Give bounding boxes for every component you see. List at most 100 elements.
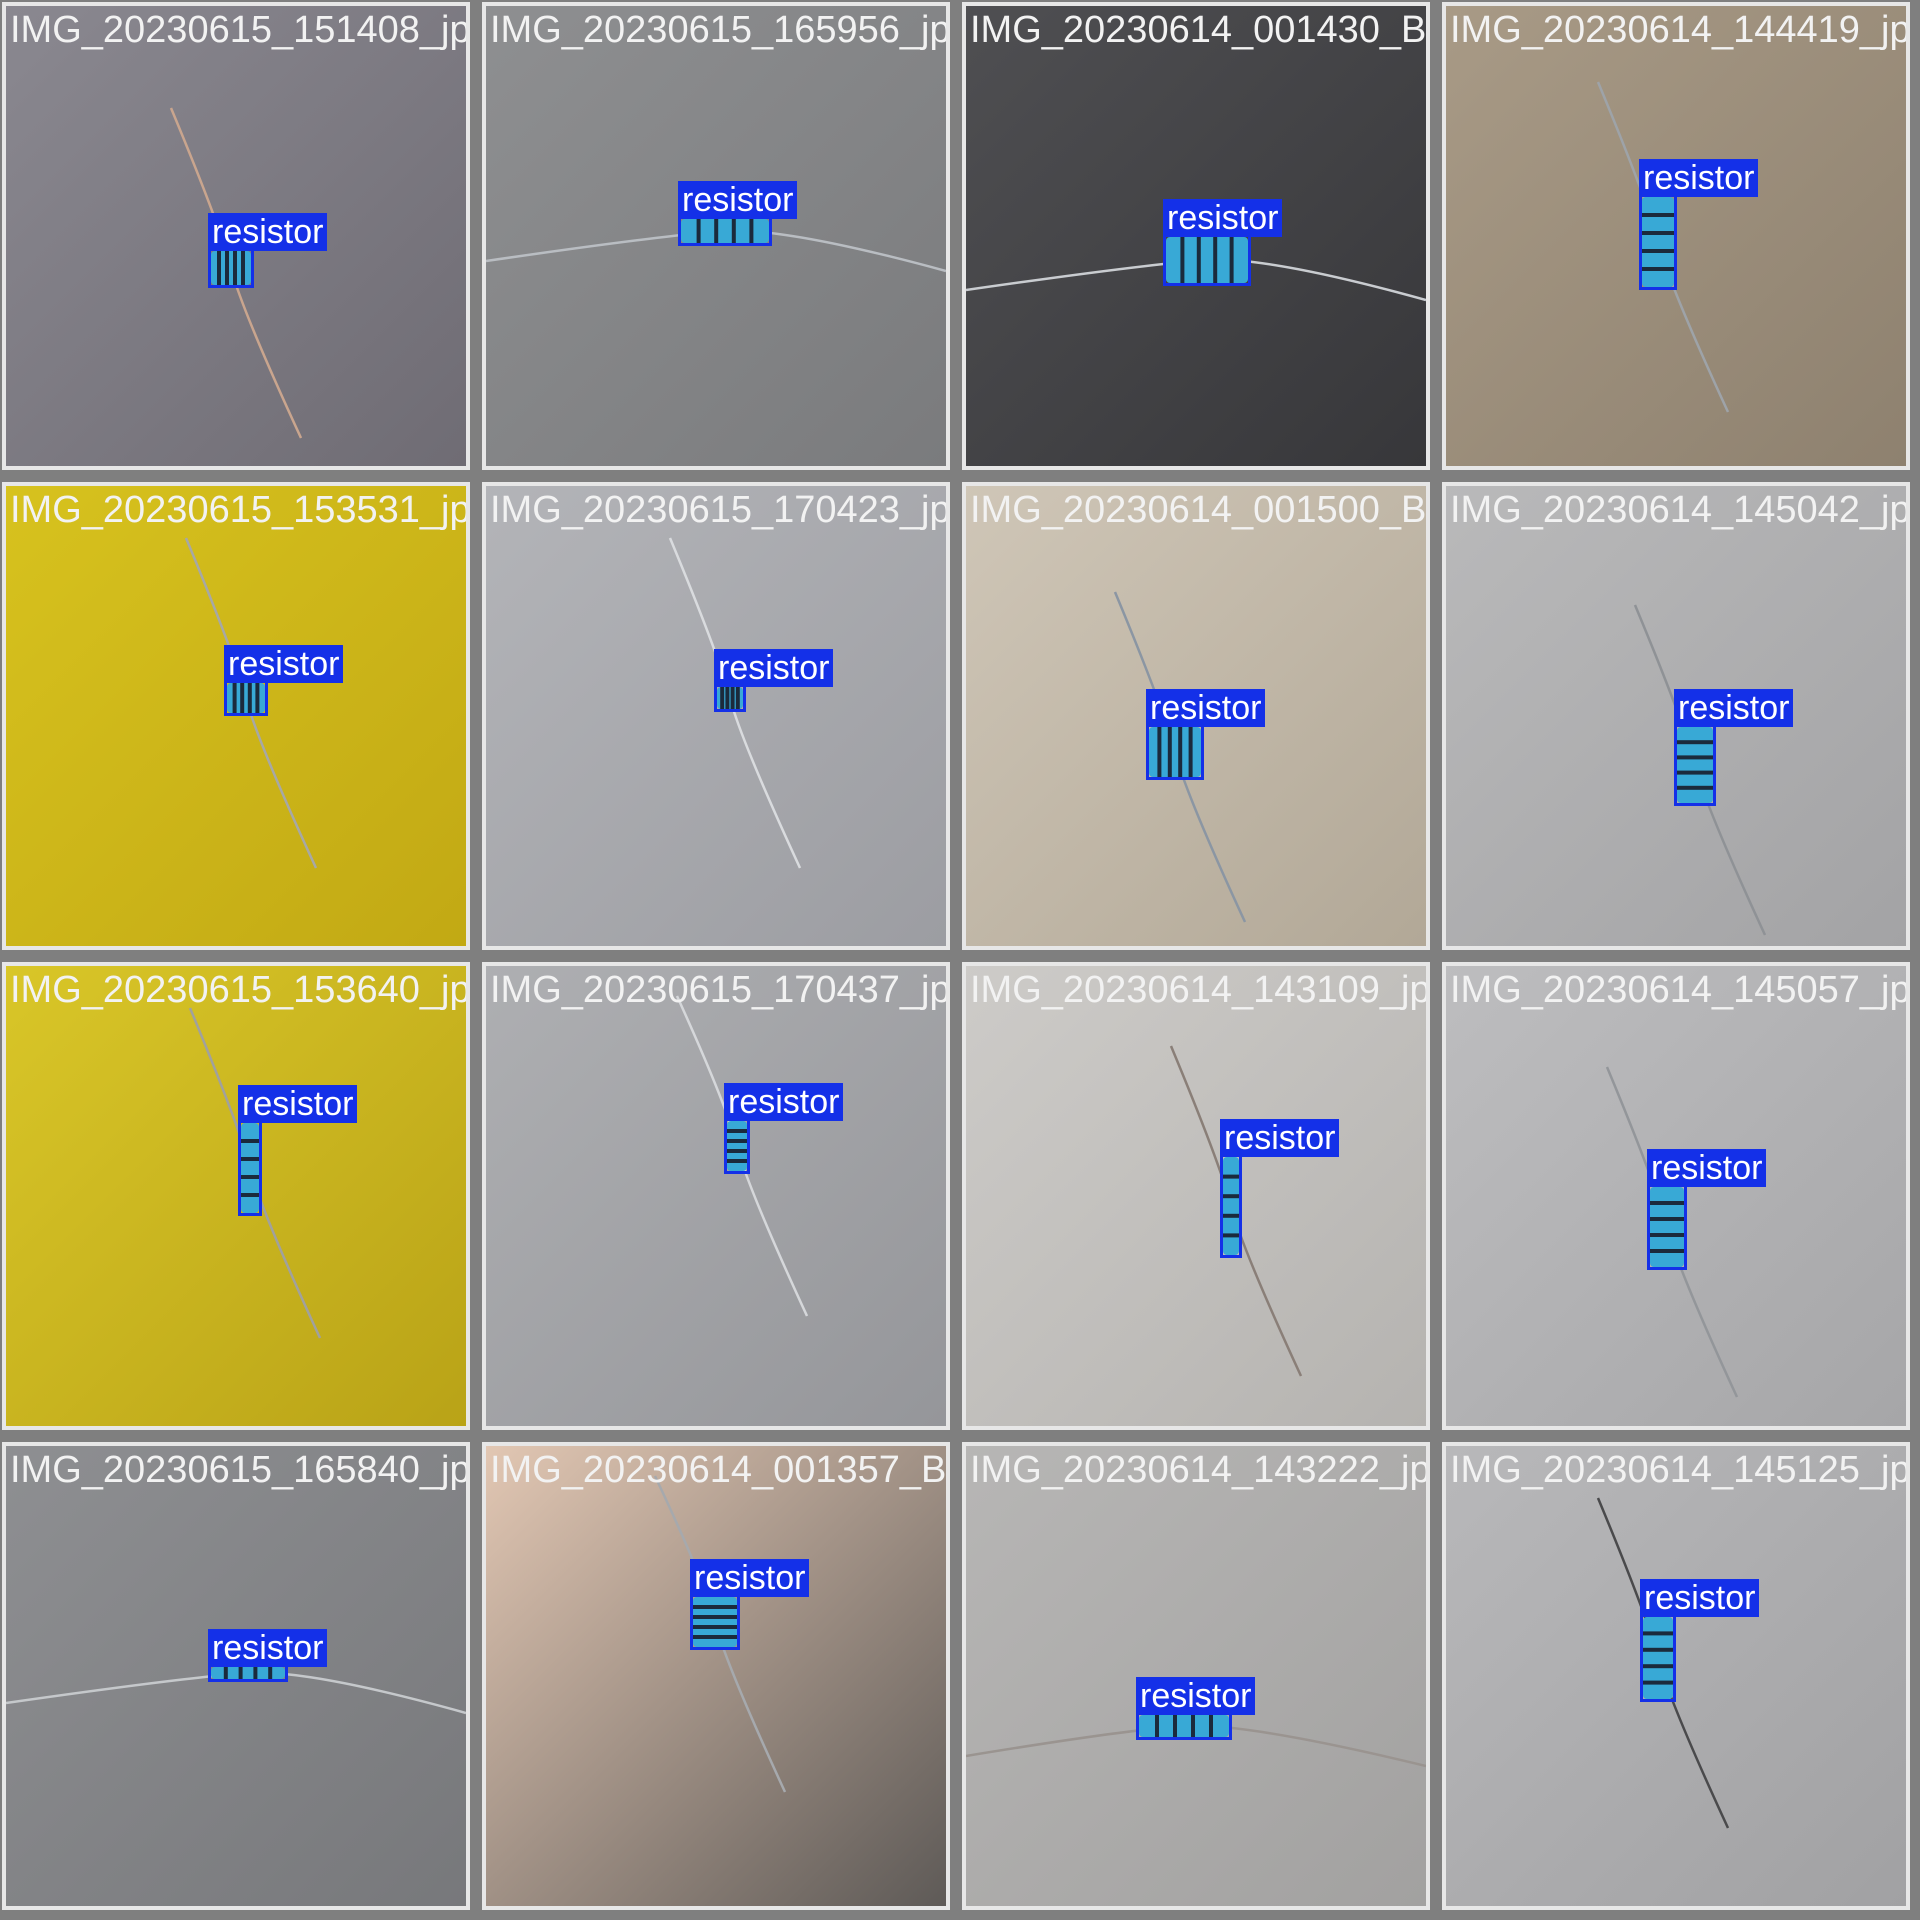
- detection-label: resistor: [238, 1085, 358, 1123]
- resistor-color-band: [696, 219, 701, 243]
- resistor-body: [1139, 1715, 1229, 1737]
- resistor-body: [211, 1667, 285, 1679]
- resistor-color-band: [1223, 1174, 1239, 1179]
- detection-box: resistor: [724, 1083, 844, 1174]
- resistor-color-band: [1157, 727, 1162, 777]
- resistor-color-band: [1643, 1664, 1673, 1669]
- mosaic-tile: IMG_20230614_145057_jpg resistor: [1442, 962, 1910, 1430]
- resistor-color-band: [1229, 237, 1234, 283]
- resistor-color-band: [1178, 727, 1183, 777]
- resistor-color-band: [241, 1175, 259, 1179]
- photo-background: [486, 486, 946, 946]
- mosaic-tile: IMG_20230614_145125_jpg resistor: [1442, 1442, 1910, 1910]
- photo-background: [6, 1446, 466, 1906]
- detection-label: resistor: [1639, 159, 1759, 197]
- resistor-color-band: [241, 251, 245, 285]
- resistor-color-band: [247, 683, 252, 713]
- mosaic-tile: IMG_20230614_143222_jpg resistor: [962, 1442, 1430, 1910]
- resistor-color-band: [693, 1605, 737, 1609]
- resistor-color-band: [1677, 770, 1713, 775]
- mosaic-tile: IMG_20230615_153640_jpg resistor: [2, 962, 470, 1430]
- resistor-body: [1149, 727, 1201, 777]
- detection-label: resistor: [690, 1559, 810, 1597]
- resistor-color-band: [735, 687, 740, 709]
- resistor-color-band: [693, 1615, 737, 1619]
- resistor-body: [1650, 1187, 1684, 1267]
- resistor-color-band: [1213, 237, 1218, 283]
- resistor-color-band: [1191, 1715, 1195, 1737]
- resistor-color-band: [255, 683, 260, 713]
- detection-box: resistor: [1674, 689, 1794, 806]
- detection-box: resistor: [1146, 689, 1266, 780]
- detection-label: resistor: [724, 1083, 844, 1121]
- resistor-color-band: [253, 1667, 258, 1679]
- mosaic-tile: IMG_20230614_001430_Burstresistor: [962, 2, 1430, 470]
- detection-box: resistor: [1639, 159, 1759, 290]
- mosaic-tile: IMG_20230615_153531_jpg resistor: [2, 482, 470, 950]
- resistor-body: [1223, 1157, 1239, 1255]
- detection-label: resistor: [1136, 1677, 1256, 1715]
- resistor-color-band: [727, 1139, 747, 1143]
- resistor-color-band: [1223, 1194, 1239, 1199]
- resistor-color-band: [1650, 1201, 1684, 1205]
- resistor-color-band: [1650, 1217, 1684, 1221]
- photo-background: [486, 1446, 946, 1906]
- photo-background: [6, 486, 466, 946]
- mosaic-tile: IMG_20230614_145042_jpg resistor: [1442, 482, 1910, 950]
- detection-box: resistor: [1220, 1119, 1340, 1258]
- resistor-color-band: [1196, 237, 1201, 283]
- resistor-color-band: [1173, 1715, 1177, 1737]
- resistor-color-band: [1650, 1249, 1684, 1253]
- resistor-color-band: [1677, 740, 1713, 745]
- detection-box: resistor: [238, 1085, 358, 1216]
- mosaic-tile: IMG_20230615_151408_jpg resistor: [2, 2, 470, 470]
- resistor-body: [1643, 1617, 1673, 1699]
- photo-background: [966, 966, 1426, 1426]
- resistor-color-band: [1642, 231, 1674, 235]
- resistor-body: [681, 219, 769, 243]
- resistor-color-band: [1223, 1233, 1239, 1238]
- mosaic-tile: IMG_20230614_001357_Burstresistor: [482, 1442, 950, 1910]
- resistor-color-band: [238, 1667, 243, 1679]
- resistor-color-band: [727, 1159, 747, 1163]
- detection-box: resistor: [1136, 1677, 1256, 1740]
- mosaic-tile: IMG_20230614_144419_jpg resistor: [1442, 2, 1910, 470]
- detection-label: resistor: [1220, 1119, 1340, 1157]
- detection-label: resistor: [678, 181, 798, 219]
- resistor-color-band: [725, 687, 730, 709]
- resistor-color-band: [1642, 213, 1674, 217]
- resistor-color-band: [1677, 755, 1713, 760]
- resistor-color-band: [232, 683, 237, 713]
- resistor-color-band: [1642, 249, 1674, 253]
- photo-background: [1446, 1446, 1906, 1906]
- resistor-color-band: [1643, 1631, 1673, 1636]
- detection-box: resistor: [208, 1629, 328, 1682]
- resistor-color-band: [1209, 1715, 1213, 1737]
- resistor-color-band: [223, 1667, 228, 1679]
- resistor-color-band: [727, 1129, 747, 1133]
- resistor-body: [1677, 727, 1713, 803]
- photo-background: [6, 966, 466, 1426]
- detection-label: resistor: [1674, 689, 1794, 727]
- resistor-color-band: [241, 1139, 259, 1143]
- detection-label: resistor: [1647, 1149, 1767, 1187]
- resistor-body: [241, 1123, 259, 1213]
- resistor-color-band: [1677, 785, 1713, 790]
- resistor-color-band: [1188, 727, 1193, 777]
- resistor-color-band: [268, 1667, 273, 1679]
- detection-label: resistor: [208, 213, 328, 251]
- mosaic-tile: IMG_20230614_001500_Burstresistor: [962, 482, 1430, 950]
- resistor-body: [1642, 197, 1674, 287]
- photo-background: [1446, 966, 1906, 1426]
- detection-label: resistor: [714, 649, 834, 687]
- photo-background: [966, 1446, 1426, 1906]
- resistor-color-band: [241, 1157, 259, 1161]
- resistor-color-band: [1155, 1715, 1159, 1737]
- mosaic-tile: IMG_20230614_143109_jpg resistor: [962, 962, 1430, 1430]
- resistor-body: [693, 1597, 737, 1647]
- resistor-color-band: [240, 683, 245, 713]
- detection-box: resistor: [1640, 1579, 1760, 1702]
- resistor-color-band: [1223, 1213, 1239, 1218]
- photo-background: [486, 6, 946, 466]
- resistor-color-band: [1643, 1680, 1673, 1685]
